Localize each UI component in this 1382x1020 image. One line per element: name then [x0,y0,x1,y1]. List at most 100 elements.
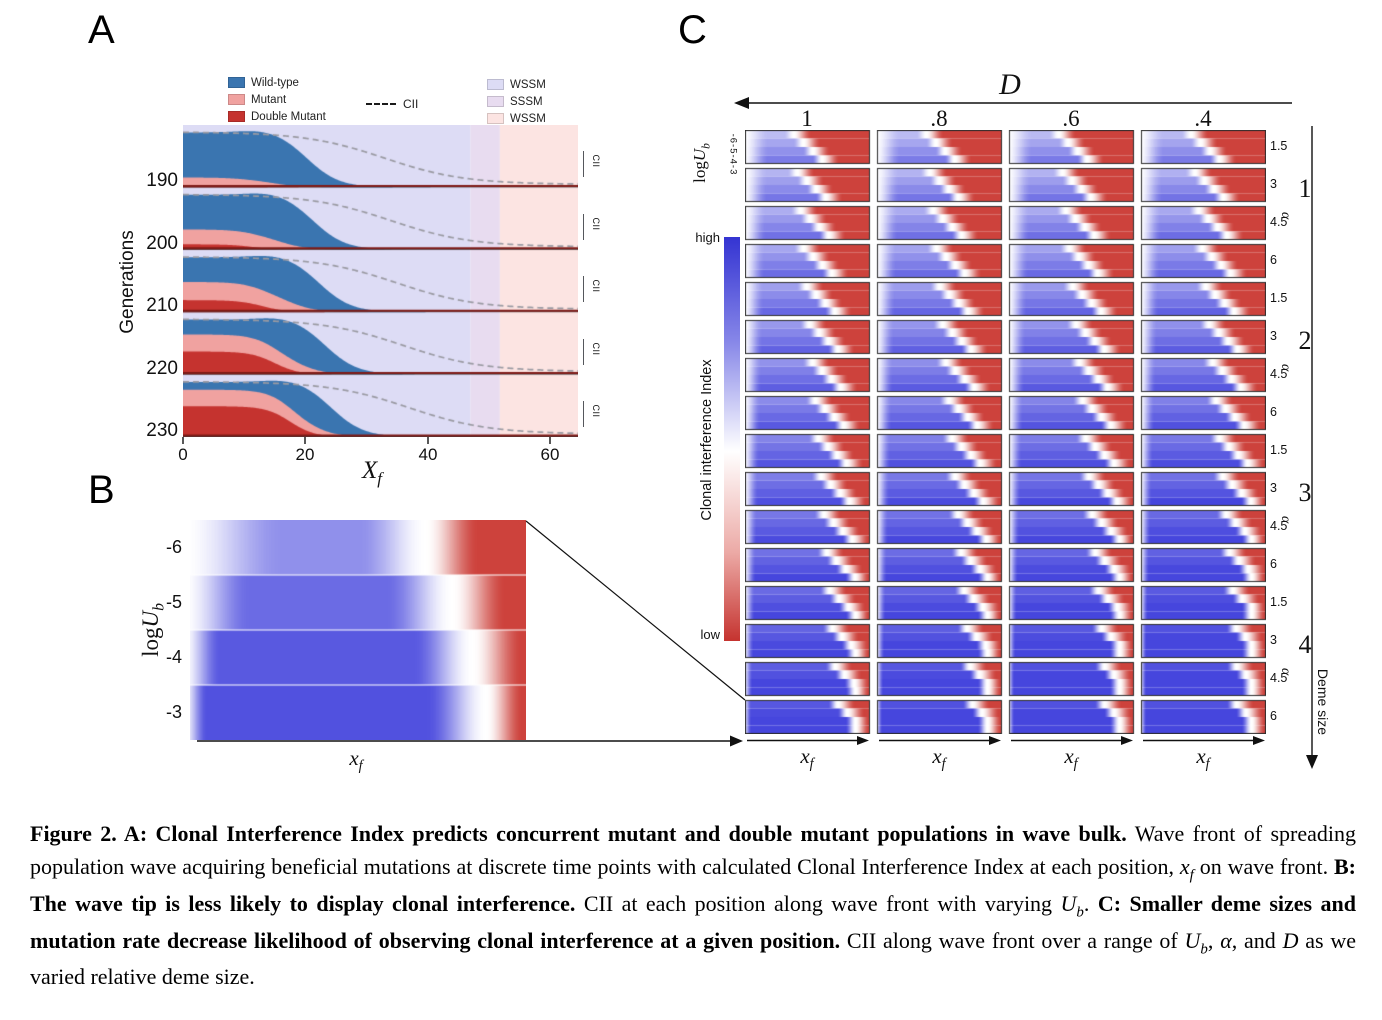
d-tick-label: .4 [1194,106,1212,131]
generation-label: 230 [146,420,178,441]
math-var: x [932,744,942,768]
legend-cii-label: CII [403,97,419,111]
d-tick-label: .6 [1062,106,1080,131]
legend-label: SSSM [510,95,543,108]
b-y-tick-label: -3 [165,702,182,722]
caption-segment: f [1189,867,1194,884]
cii-axis-label: CII [591,217,601,231]
deme-tick-label: 3 [1270,177,1277,191]
caption-segment: C: Smaller deme sizes and mutation rate … [30,890,1356,953]
deme-tick-label: 1.5 [1270,443,1288,457]
cii-axis-line [583,276,584,302]
caption-segment: A: Clonal Interference Index predicts co… [116,821,1127,846]
d-axis-left-arrowhead [734,97,749,109]
math-sub: f [941,756,946,773]
caption-segment: CII at each position along wave front wi… [575,890,1061,916]
panel-b-xlabel: xf [336,746,376,775]
colorbar [724,237,740,641]
legend-label: Mutant [251,93,287,106]
c-xlabel: xf [787,744,827,773]
caption-segment: b [1076,904,1084,921]
legend-item: SSSM [487,93,546,110]
cii-axis-line [583,401,584,427]
legend-label: Double Mutant [251,110,326,123]
deme-tick-label: 1.5 [1270,595,1288,609]
deme-size-down-arrowhead [1306,755,1318,769]
colorbar-low-label: low [700,627,720,642]
generation-label: 190 [146,170,178,191]
caption-segment: Wave front of spreading population wave … [30,821,1356,879]
caption-segment: U [1184,927,1201,953]
alpha-symbol: α [1278,212,1293,220]
panel-c-ylabel: logUb [690,128,712,198]
panel-b-xlabel-sub: f [358,758,363,775]
legend-swatch [487,79,504,90]
panel-c-ylabel-var: U [690,148,709,162]
panel-c-ylabel-sub: b [699,143,713,149]
panel-b-x-axis-arrowhead [730,735,743,747]
deme-tick-label: 4.5 [1270,519,1288,533]
caption-segment: U [1060,890,1077,916]
legend-populations: Wild-type Mutant Double Mutant [228,74,326,125]
deme-tick-label: 4.5 [1270,215,1288,229]
panel-b-letter: B [88,468,115,512]
legend-item: Mutant [228,91,326,108]
zoom-connector-line [525,520,746,701]
legend-item: Wild-type [228,74,326,91]
deme-tick-label: 3 [1270,329,1277,343]
d-axis-label: D [999,68,1021,101]
generation-label: 210 [146,295,178,316]
legend-swatch [487,96,504,107]
caption-segment: B: The wave tip is less likely to displa… [30,854,1356,916]
panel-c-letter: C [678,8,707,52]
caption-segment: as we varied relative deme size. [30,927,1357,990]
d-tick-label: .8 [930,106,948,131]
legend-item: WSSM [487,110,546,127]
caption-segment: CII along wave front over a range of [840,927,1185,953]
caption-segment: , and [1231,927,1283,953]
deme-tick-label: 6 [1270,253,1277,267]
c-col4-x-arrowhead [1253,736,1265,745]
legend-swatch [228,94,245,105]
c-col3-x-arrowhead [1121,736,1133,745]
cii-axis-label: CII [591,404,601,418]
legend-label: WSSM [510,78,546,91]
d-tick-label: 1 [801,106,813,131]
cii-axis-line [583,151,584,177]
c-col1-x-arrowhead [857,736,869,745]
math-sub: f [1073,756,1078,773]
legend-cii: CII [366,95,418,113]
legend-swatch [228,111,245,122]
a-x-tick-label: 0 [178,445,188,464]
a-x-tick-label: 20 [295,445,315,464]
alpha-symbol: α [1278,668,1293,676]
deme-tick-label: 4.5 [1270,367,1288,381]
c-col2-x-arrowhead [989,736,1001,745]
b-y-tick-label: -4 [165,647,182,667]
panel-a-wave-plot [183,125,578,437]
caption-segment: , [1207,927,1221,953]
legend-regions: WSSM SSSM WSSM [487,76,546,127]
panel-c-heatmap-grid [745,130,1266,734]
generation-label: 220 [146,358,178,379]
figure-caption: Figure 2. A: Clonal Interference Index p… [30,817,1356,993]
cii-dash-line-sample [366,102,396,105]
panel-a-letter: A [88,8,115,52]
math-var: x [800,744,810,768]
legend-item: Double Mutant [228,108,326,125]
alpha-group-number: 1 [1298,174,1312,203]
panel-c-ytick-text: -6-5-4-3 [727,133,739,176]
cii-axis-label: CII [591,342,601,356]
legend-swatch [228,77,245,88]
legend-item: WSSM [487,76,546,93]
c-xlabel: xf [1051,744,1091,773]
legend-label: WSSM [510,112,546,125]
panel-a-xlabel-sub: f [377,469,382,488]
cii-axis-line [583,339,584,365]
alpha-group-number: 2 [1298,326,1312,355]
caption-segment: α [1220,927,1232,953]
cii-axis-label: CII [591,154,601,168]
a-x-tick-label: 60 [540,445,560,464]
deme-tick-label: 4.5 [1270,671,1288,685]
